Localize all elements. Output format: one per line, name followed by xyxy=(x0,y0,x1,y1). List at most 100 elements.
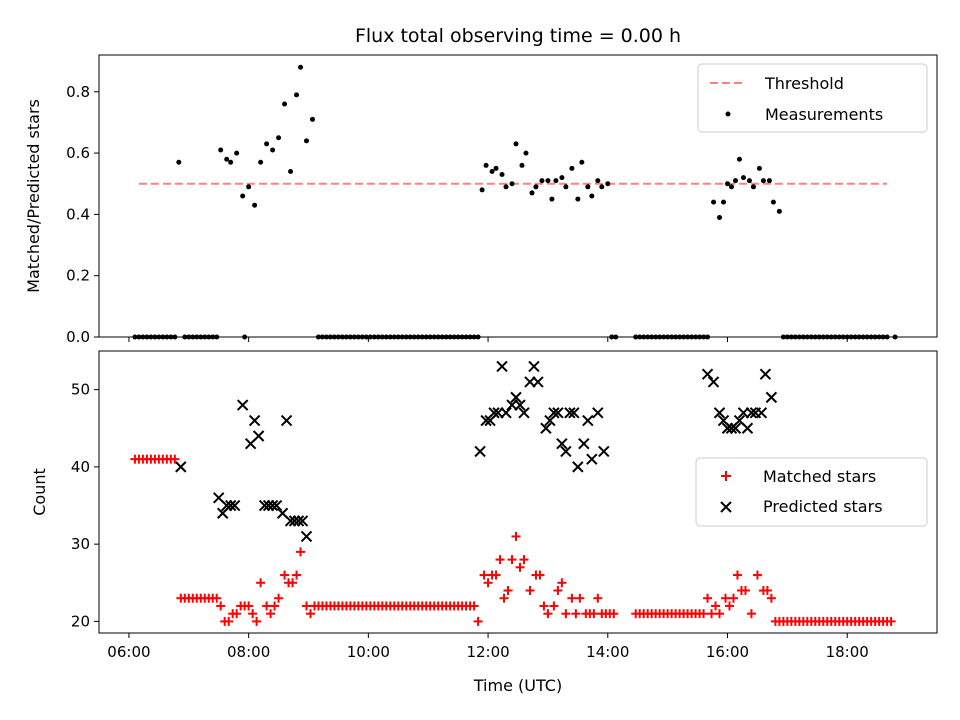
measurement-point xyxy=(717,214,723,220)
matched-star-point xyxy=(244,601,254,611)
predicted-star-point xyxy=(175,461,187,473)
measurement-point xyxy=(276,135,282,141)
matched-star-point xyxy=(266,609,276,619)
predicted-star-point xyxy=(488,407,500,419)
measurement-point xyxy=(483,162,489,168)
predicted-star-point xyxy=(586,453,598,465)
predicted-star-point xyxy=(496,360,508,373)
measurement-point xyxy=(282,101,288,107)
predicted-star-point xyxy=(568,407,580,419)
measurement-point xyxy=(599,184,605,190)
predicted-star-point xyxy=(296,515,309,527)
predicted-star-point xyxy=(248,414,261,427)
measurement-point xyxy=(595,178,601,184)
matched-star-point xyxy=(752,570,762,580)
measurement-point xyxy=(246,184,252,190)
measurement-point xyxy=(304,138,310,144)
matched-star-point xyxy=(248,609,258,619)
bottom-xtick-label: 08:00 xyxy=(227,643,270,661)
top-panel: 0.00.20.40.60.8 Matched/Predicted stars … xyxy=(24,54,938,346)
bottom-xtick-label: 12:00 xyxy=(466,643,509,661)
bottom-legend-box xyxy=(695,457,928,527)
measurement-point xyxy=(589,193,595,199)
predicted-star-point xyxy=(741,422,754,434)
predicted-star-point xyxy=(266,499,279,512)
measurement-point xyxy=(766,178,772,184)
bottom-xlabel: Time (UTC) xyxy=(473,676,562,695)
bottom-ytick-label: 20 xyxy=(71,612,90,630)
measurement-point xyxy=(258,159,264,165)
predicted-star-point xyxy=(598,445,610,458)
predicted-star-point xyxy=(532,376,544,388)
bottom-marks xyxy=(130,360,896,626)
legend-matched-label: Matched stars xyxy=(763,467,876,486)
predicted-star-point xyxy=(540,422,552,434)
legend-measurements-label: Measurements xyxy=(765,105,883,124)
measurement-point xyxy=(539,178,545,184)
matched-star-point xyxy=(567,593,577,603)
top-ytick-label: 0.4 xyxy=(66,205,90,223)
matched-star-point xyxy=(280,570,290,580)
measurement-point xyxy=(224,156,230,162)
measurement-point xyxy=(234,150,240,156)
matched-star-point xyxy=(296,547,306,557)
measurement-point xyxy=(489,168,495,174)
matched-star-point xyxy=(170,454,180,464)
measurement-point xyxy=(513,141,519,147)
predicted-star-point xyxy=(560,445,572,458)
matched-star-point xyxy=(252,616,262,626)
matched-star-point xyxy=(543,609,553,619)
measurement-point xyxy=(298,64,304,70)
predicted-star-point xyxy=(270,499,283,512)
matched-star-point xyxy=(292,570,302,580)
measurement-point xyxy=(585,184,591,190)
predicted-star-point xyxy=(514,399,526,411)
top-axes: 0.0 0.2 0.4 0.6 0.8 xyxy=(66,83,848,346)
predicted-star-point xyxy=(500,407,512,419)
matched-star-point xyxy=(724,601,734,611)
matched-star-point xyxy=(483,578,493,588)
matched-star-point xyxy=(539,601,549,611)
matched-star-point xyxy=(479,570,489,580)
measurement-point xyxy=(732,178,738,184)
matched-star-point xyxy=(212,593,222,603)
matched-star-point xyxy=(473,616,483,626)
matched-star-point xyxy=(535,570,545,580)
matched-star-point xyxy=(715,609,725,619)
predicted-star-point xyxy=(556,438,568,450)
predicted-star-point xyxy=(701,368,714,380)
bottom-ytick-label: 40 xyxy=(71,458,90,476)
bottom-axes: 06:00 08:00 10:00 12:00 14:00 16:00 18:00 20 30 4… xyxy=(71,381,869,661)
matched-star-point xyxy=(519,555,529,565)
matched-star-point xyxy=(224,616,234,626)
matched-star-point xyxy=(593,593,603,603)
measurement-point xyxy=(569,165,575,171)
predicted-star-point xyxy=(518,407,530,419)
measurement-point xyxy=(493,165,499,171)
measurement-point xyxy=(240,193,246,199)
predicted-star-point xyxy=(564,407,576,419)
bottom-ytick-label: 30 xyxy=(71,535,90,553)
matched-star-point xyxy=(216,601,226,611)
matched-star-point xyxy=(703,593,713,603)
legend-matched-swatch xyxy=(721,471,731,481)
predicted-star-point xyxy=(292,515,305,527)
measurement-point xyxy=(309,116,315,122)
predicted-star-point xyxy=(280,414,293,427)
predicted-star-point xyxy=(759,368,772,380)
measurement-point xyxy=(605,181,611,187)
matched-star-point xyxy=(575,593,585,603)
measurement-point xyxy=(523,150,529,156)
top-ytick-label: 0.6 xyxy=(66,144,90,162)
measurement-point xyxy=(499,172,505,178)
chart-title: Flux total observing time = 0.00 h xyxy=(355,25,681,47)
measurement-point xyxy=(721,199,727,205)
matched-star-point xyxy=(557,578,567,588)
matched-star-point xyxy=(740,586,750,596)
predicted-star-point xyxy=(528,360,540,373)
measurement-point xyxy=(288,168,294,174)
measurement-point xyxy=(533,184,539,190)
matched-star-point xyxy=(707,609,717,619)
measurement-point xyxy=(770,199,776,205)
